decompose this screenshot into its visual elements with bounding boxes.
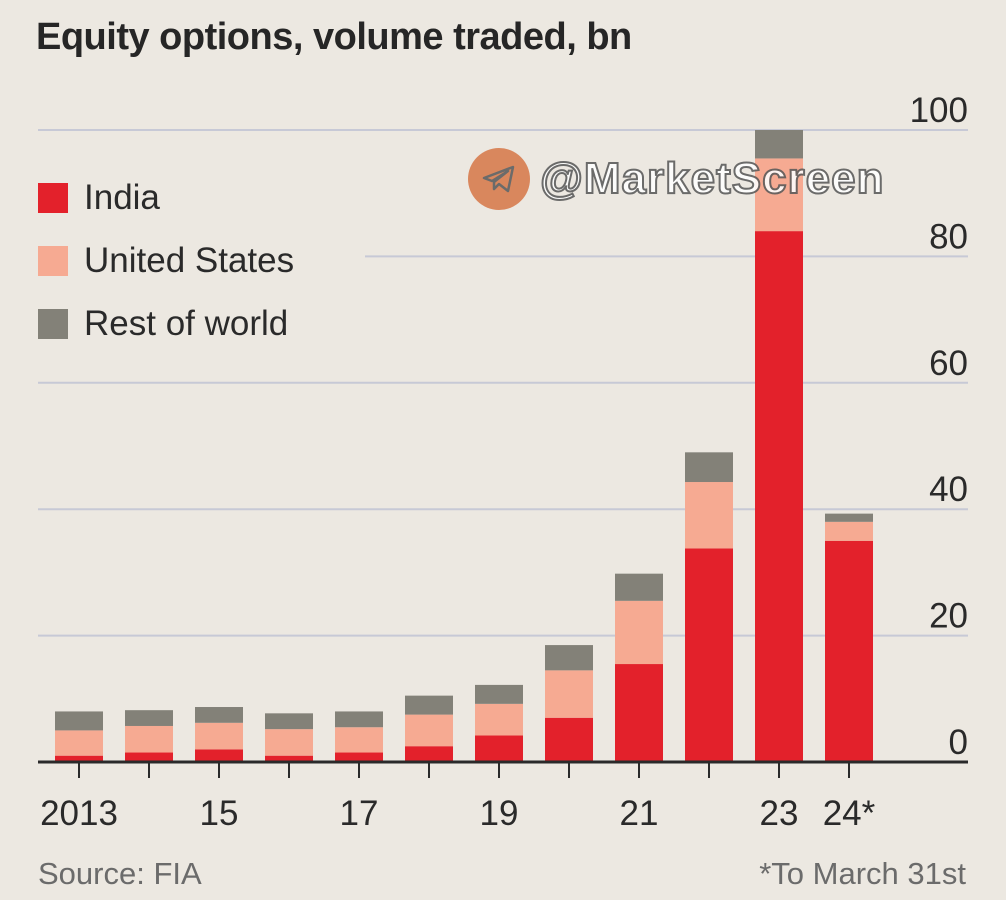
x-tick-label: 15 (200, 794, 239, 833)
bar-segment (475, 703, 523, 736)
legend-item-united-states: United States (38, 241, 294, 281)
watermark: @MarketScreen (468, 148, 885, 210)
bar-segment (755, 231, 803, 762)
bar-segment (55, 755, 103, 762)
bar-segment (125, 725, 173, 753)
legend-label-india: India (84, 178, 160, 217)
bar-segment (755, 130, 803, 159)
watermark-text: @MarketScreen (539, 153, 885, 204)
bar-segment (125, 752, 173, 762)
bar-segment (475, 735, 523, 762)
bar-segment (265, 729, 313, 756)
bar-segment (545, 645, 593, 671)
bar-segment (615, 664, 663, 762)
bar-segment (265, 755, 313, 762)
bar-segment (685, 452, 733, 483)
chart-title: Equity options, volume traded, bn (36, 16, 632, 58)
bar-segment (55, 711, 103, 731)
y-tick-label: 100 (910, 91, 968, 130)
bar-segment (335, 752, 383, 762)
bar-segment (755, 158, 803, 232)
bar-segment (195, 707, 243, 723)
bar-segment (545, 717, 593, 762)
bar-segment (685, 482, 733, 549)
bar-segment (825, 521, 873, 541)
bar-segment (615, 573, 663, 601)
x-tick-label: 2013 (40, 794, 118, 833)
legend-label-rest-of-world: Rest of world (84, 304, 289, 343)
bar-segment (55, 730, 103, 756)
x-tick-label: 23 (760, 794, 799, 833)
bar-segment (335, 711, 383, 728)
bar-segment (475, 684, 523, 704)
bar-segment (195, 749, 243, 762)
y-tick-label: 40 (929, 470, 968, 509)
legend-item-india: India (38, 178, 160, 218)
y-tick-label: 0 (949, 723, 968, 762)
bar-segment (685, 548, 733, 762)
bar-segment (615, 600, 663, 665)
bar-segment (405, 695, 453, 715)
bar-segment (125, 710, 173, 726)
source-note: Source: FIA (38, 856, 202, 891)
legend-swatch-united-states (38, 246, 68, 276)
legend-swatch-rest-of-world (38, 309, 68, 339)
legend-item-rest-of-world: Rest of world (38, 304, 288, 344)
bar-segment (195, 722, 243, 750)
legend-label-united-states: United States (84, 241, 295, 280)
bar-segment (825, 540, 873, 762)
x-tick-label: 19 (480, 794, 519, 833)
bar-segment (265, 713, 313, 730)
bar-segment (825, 513, 873, 522)
y-tick-label: 20 (929, 597, 968, 636)
telegram-icon (468, 148, 530, 210)
y-tick-label: 80 (929, 217, 968, 256)
legend-swatch-india (38, 183, 68, 213)
x-tick-label: 24* (823, 794, 876, 833)
bar-segment (335, 727, 383, 753)
bar-segment (405, 714, 453, 747)
bar-segment (545, 670, 593, 718)
x-tick-label: 17 (340, 794, 379, 833)
y-tick-label: 60 (929, 344, 968, 383)
bar-segment (405, 746, 453, 762)
x-tick-label: 21 (620, 794, 659, 833)
footnote: *To March 31st (759, 856, 966, 891)
